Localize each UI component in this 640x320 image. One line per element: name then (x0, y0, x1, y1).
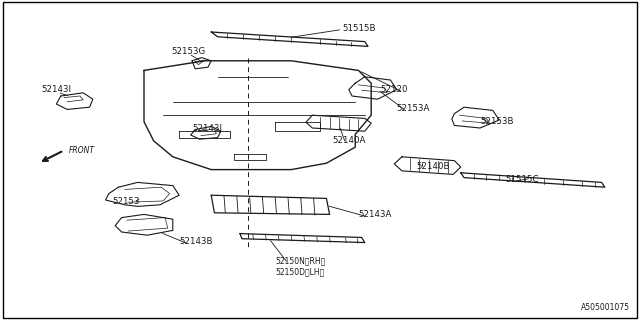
Text: 51515C: 51515C (506, 175, 539, 184)
Text: 52153B: 52153B (480, 117, 513, 126)
Text: 52143B: 52143B (179, 237, 212, 246)
Text: 52120: 52120 (381, 85, 408, 94)
Text: FRONT: FRONT (69, 146, 95, 155)
Text: 52143I: 52143I (42, 85, 72, 94)
Text: 52153: 52153 (112, 197, 140, 206)
Text: A505001075: A505001075 (581, 303, 630, 312)
Text: 52140B: 52140B (416, 162, 449, 171)
Text: 52153G: 52153G (172, 47, 206, 56)
Text: 52150D〈LH〉: 52150D〈LH〉 (275, 267, 324, 276)
Text: 51515B: 51515B (342, 24, 376, 33)
Text: 52143J: 52143J (192, 124, 222, 132)
Text: 52140A: 52140A (333, 136, 366, 145)
Text: 52150N〈RH〉: 52150N〈RH〉 (275, 256, 326, 265)
Text: 52153A: 52153A (397, 104, 430, 113)
Text: 52143A: 52143A (358, 210, 392, 219)
